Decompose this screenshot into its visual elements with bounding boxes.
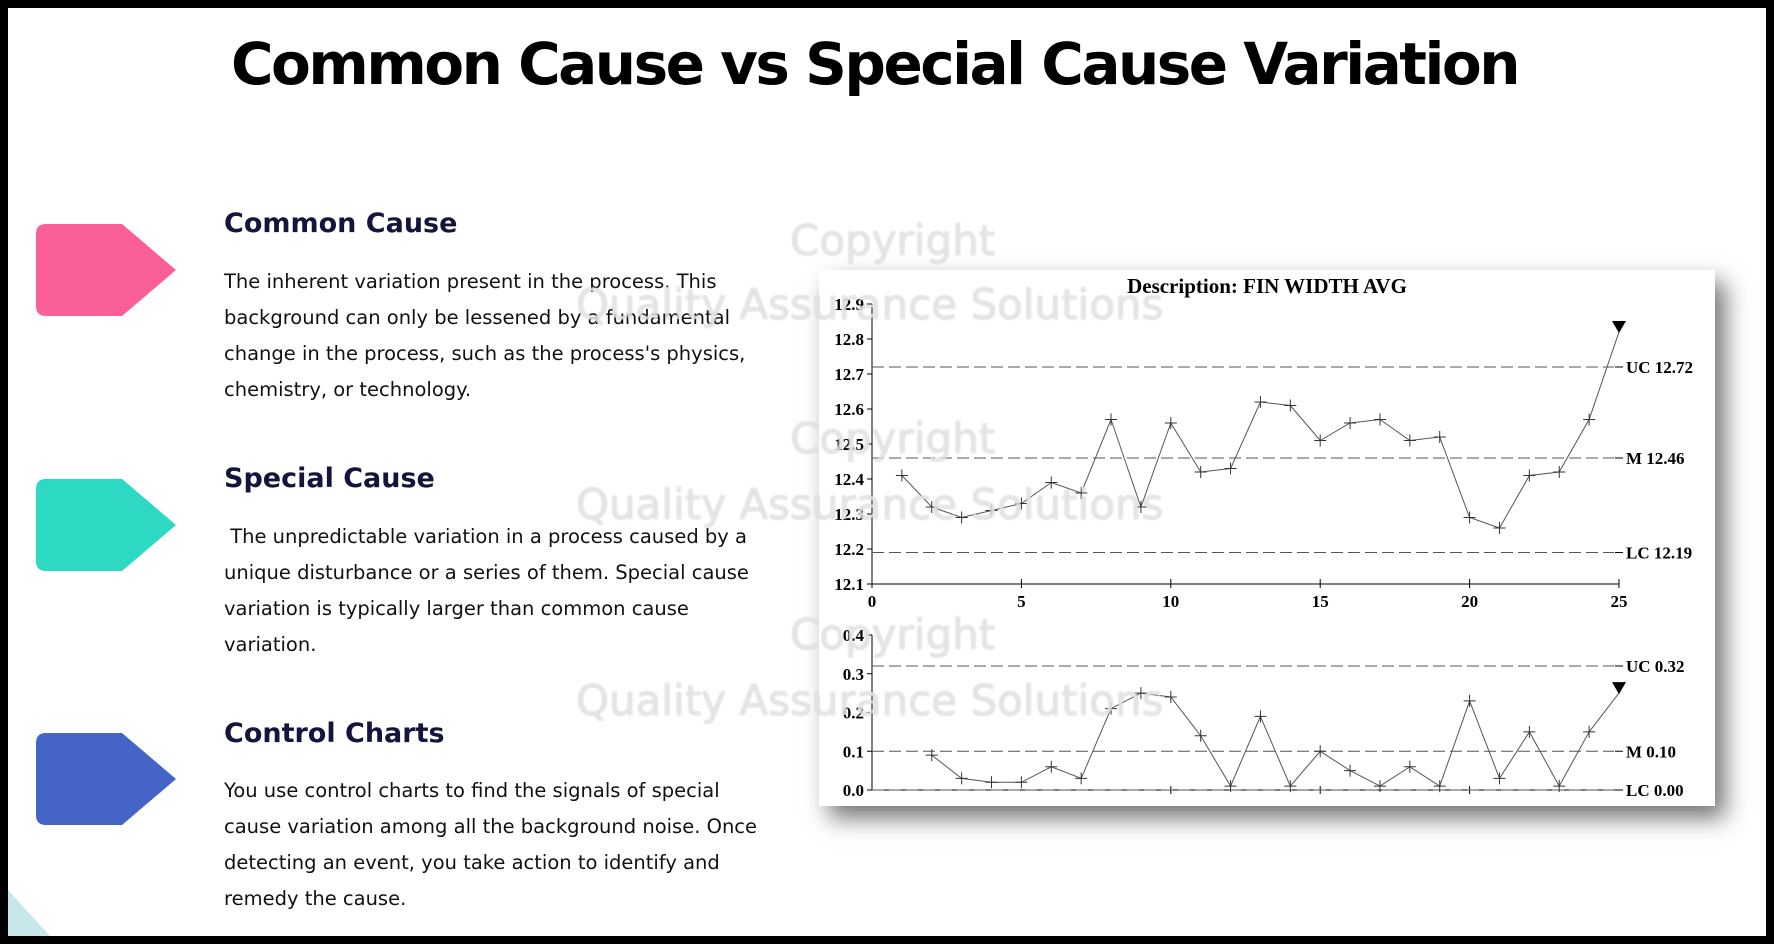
data-point-marker	[985, 776, 998, 789]
data-point-marker	[1433, 780, 1446, 793]
data-point-marker	[955, 772, 968, 785]
range-chart: 0.0 0.1 0.2 0.3 0.4 UC 0.32 M 0.10 LC 0.00	[843, 626, 1685, 800]
control-chart: Description: FIN WIDTH AVG 12.112.212.31…	[834, 274, 1693, 800]
y-tick-label: 12.2	[834, 540, 864, 559]
control-limit-label: LC 12.19	[1626, 544, 1692, 563]
arrow-tag-shape	[36, 733, 176, 825]
chart-title: Description: FIN WIDTH AVG	[1127, 274, 1407, 298]
data-point-marker	[1105, 702, 1118, 715]
section-body-special-cause: The unpredictable variation in a process…	[224, 525, 756, 656]
data-point-marker	[1224, 462, 1237, 475]
data-point-marker	[1373, 413, 1386, 426]
data-point-marker	[1015, 776, 1028, 789]
control-limit-label: M 12.46	[1626, 449, 1685, 468]
series-line	[901, 331, 1620, 529]
slide: Common Cause vs Special Cause Variation …	[8, 8, 1766, 936]
x-tick-label: 10	[1162, 592, 1179, 611]
arrow-tag-pink-icon	[36, 224, 176, 316]
data-point-marker	[1164, 691, 1177, 703]
x-tick-label: 20	[1461, 592, 1478, 611]
y-tick-label: 12.4	[834, 470, 864, 489]
data-point-marker	[1344, 417, 1357, 429]
data-point-marker	[1134, 687, 1147, 700]
arrow-tag-shape	[36, 224, 176, 316]
y-tick-label: 12.3	[834, 505, 864, 524]
data-point-marker	[1254, 396, 1267, 408]
arrow-tag-shape	[36, 479, 176, 571]
data-point-marker	[1134, 501, 1147, 513]
y-tick-label: 0.4	[843, 626, 865, 645]
data-point-marker	[1045, 476, 1058, 489]
data-point-marker	[1463, 511, 1476, 524]
data-point-marker	[1284, 399, 1297, 412]
data-point-marker	[1553, 466, 1566, 478]
data-point-marker	[1373, 780, 1386, 793]
y-tick-label: 0.3	[843, 665, 864, 684]
data-point-marker	[1105, 413, 1118, 426]
data-point-marker	[1433, 431, 1446, 443]
y-tick-label: 12.6	[834, 400, 864, 419]
data-point-marker	[925, 749, 938, 762]
data-point-marker	[1284, 780, 1297, 793]
y-tick-label: 12.8	[834, 330, 864, 349]
x-bar-chart: 12.1 12.2 12.3 12.4 12.5 12.6 12.7 12.8 12.9 0 5 10…	[834, 295, 1693, 611]
x-tick-label: 15	[1312, 592, 1329, 611]
control-limit-label: UC 0.32	[1626, 657, 1685, 676]
y-tick-label: 12.1	[834, 575, 864, 594]
data-point-marker	[925, 501, 938, 513]
x-tick-label: 0	[868, 592, 877, 611]
data-point-marker	[1045, 760, 1058, 773]
control-chart-panel: Description: FIN WIDTH AVG 12.1 12.2 12.3 1…	[819, 270, 1715, 806]
corner-decoration-icon	[8, 890, 50, 936]
data-point-marker	[985, 504, 998, 517]
control-limit-label: LC 0.00	[1626, 781, 1684, 800]
x-tick-label: 5	[1017, 592, 1026, 611]
data-point-marker	[1493, 522, 1506, 534]
y-tick-label: 0.0	[843, 781, 864, 800]
arrow-tag-teal-icon	[36, 479, 176, 571]
section-heading-control-charts: Control Charts	[224, 718, 445, 749]
slide-title: Common Cause vs Special Cause Variation	[230, 30, 1521, 98]
watermark-copyright: Copyright	[790, 216, 996, 265]
section-heading-special-cause: Special Cause	[224, 463, 435, 494]
data-point-marker	[1314, 745, 1327, 758]
data-point-marker	[1314, 434, 1327, 447]
data-point-marker	[1194, 466, 1207, 478]
data-point-marker	[1523, 725, 1536, 738]
data-point-marker	[1583, 413, 1596, 426]
data-point-marker	[1015, 497, 1028, 510]
data-point-marker	[1075, 487, 1088, 499]
control-limit-label: M 0.10	[1626, 742, 1676, 761]
section-heading-common-cause: Common Cause	[224, 208, 458, 239]
section-body-control-charts: You use control charts to find the signa…	[224, 779, 758, 910]
y-tick-label: 12.7	[834, 365, 864, 384]
control-limit-label: UC 12.72	[1626, 358, 1693, 377]
x-tick-label: 25	[1611, 592, 1628, 611]
data-point-marker	[1583, 725, 1596, 738]
series-line	[931, 692, 1620, 788]
data-point-marker	[1403, 434, 1416, 447]
data-point-marker	[1612, 321, 1626, 333]
data-point-marker	[1164, 417, 1177, 429]
y-tick-label: 0.2	[843, 704, 864, 723]
y-tick-label: 12.9	[834, 295, 864, 314]
data-point-marker	[955, 511, 968, 524]
data-point-marker	[1403, 760, 1416, 773]
data-point-marker	[895, 469, 908, 482]
data-point-marker	[1344, 764, 1357, 777]
y-tick-label: 12.5	[834, 435, 864, 454]
data-point-marker	[1612, 682, 1626, 695]
data-point-marker	[1194, 729, 1207, 742]
data-point-marker	[1075, 772, 1088, 785]
data-point-marker	[1553, 780, 1566, 793]
data-point-marker	[1224, 780, 1237, 793]
y-tick-label: 0.1	[843, 742, 864, 761]
data-point-marker	[1493, 772, 1506, 785]
data-point-marker	[1523, 469, 1536, 482]
data-point-marker	[1463, 694, 1476, 707]
section-body-common-cause: The inherent variation present in the pr…	[224, 270, 746, 401]
data-point-marker	[1254, 710, 1267, 723]
arrow-tag-blue-icon	[36, 733, 176, 825]
